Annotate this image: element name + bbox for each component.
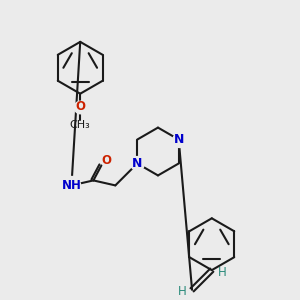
Text: N: N (132, 157, 142, 170)
Text: O: O (75, 100, 85, 113)
Text: H: H (178, 285, 187, 298)
Text: CH₃: CH₃ (70, 120, 91, 130)
Text: O: O (101, 154, 111, 167)
Text: NH: NH (61, 179, 81, 192)
Text: N: N (173, 133, 184, 146)
Text: H: H (218, 266, 226, 279)
